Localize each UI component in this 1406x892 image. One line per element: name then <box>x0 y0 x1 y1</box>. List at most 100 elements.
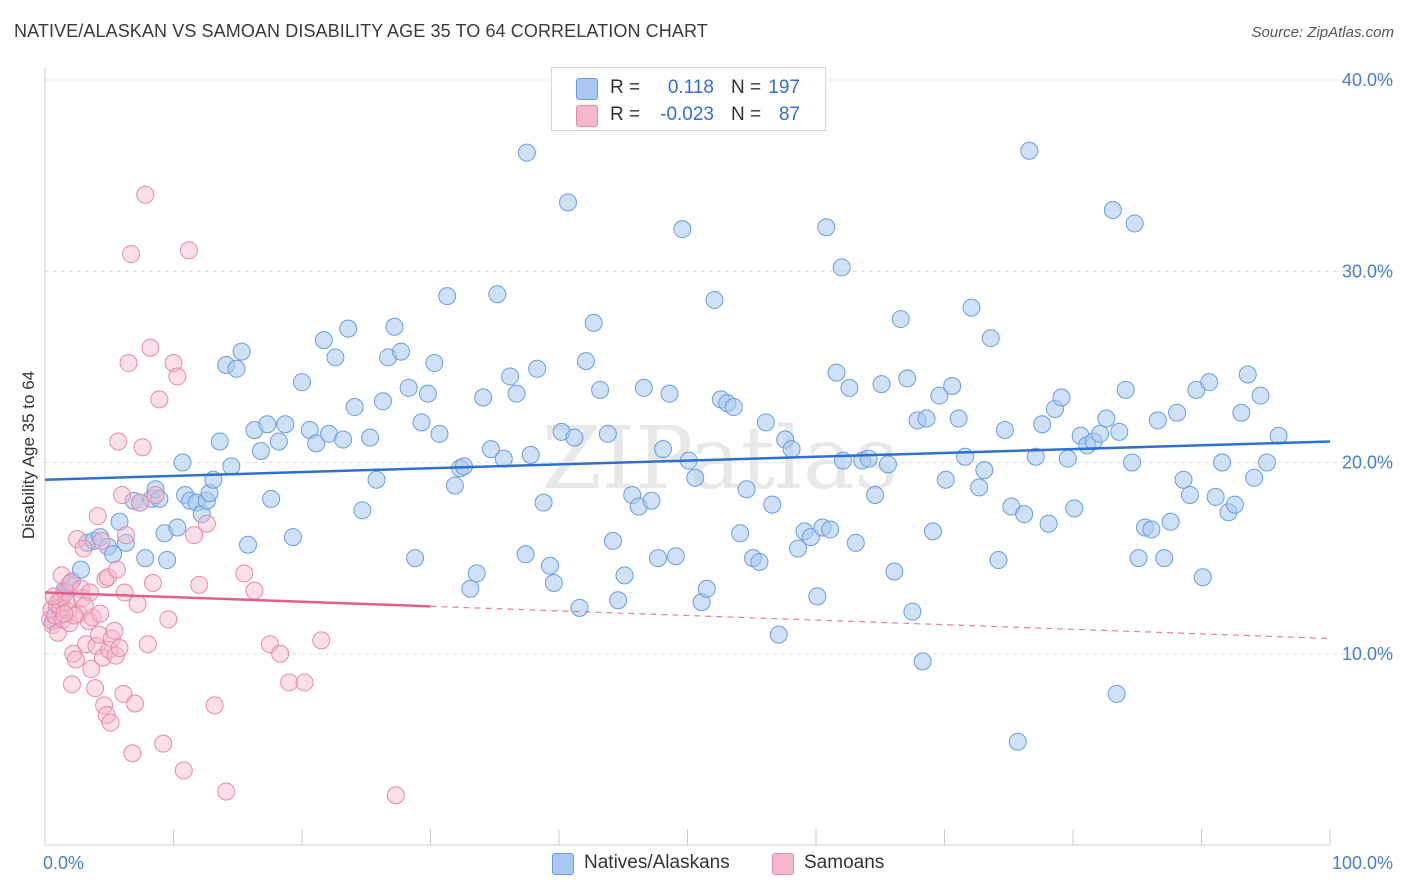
data-point-samoans <box>80 583 99 602</box>
data-point-samoans <box>164 354 183 373</box>
data-point-samoans <box>386 786 405 805</box>
data-point-natives <box>481 440 500 459</box>
data-point-natives <box>1097 409 1116 428</box>
data-point-natives <box>222 457 241 476</box>
data-point-natives <box>445 476 464 495</box>
data-point-natives <box>878 455 897 474</box>
y-tick-label: 40.0% <box>1342 70 1393 90</box>
data-point-natives <box>827 363 846 382</box>
data-point-samoans <box>92 531 111 550</box>
data-point-natives <box>1200 373 1219 392</box>
data-point-natives <box>724 398 743 417</box>
legend-n-label: N = <box>731 77 762 98</box>
data-point-natives <box>648 549 667 568</box>
y-tick-label: 10.0% <box>1342 644 1393 664</box>
data-point-natives <box>1039 514 1058 533</box>
data-point-samoans <box>82 660 101 679</box>
series-natives-alaskans <box>43 141 1288 751</box>
data-point-samoans <box>98 568 117 587</box>
data-point-natives <box>116 533 135 552</box>
data-point-natives <box>981 329 1000 348</box>
data-point-natives <box>1123 453 1142 472</box>
data-point-natives <box>697 579 716 598</box>
data-point-samoans <box>96 570 115 589</box>
data-point-natives <box>474 388 493 407</box>
legend-r-value: 0.118 <box>667 77 714 98</box>
data-point-natives <box>642 491 661 510</box>
data-point-samoans <box>295 673 314 692</box>
data-point-samoans <box>55 604 74 623</box>
legend-n-label: N = <box>731 104 762 125</box>
y-axis-label: Disability Age 35 to 64 <box>19 371 38 539</box>
legend-label-natives: Natives/Alaskans <box>584 852 730 873</box>
data-point-natives <box>1206 487 1225 506</box>
data-point-samoans <box>197 514 216 533</box>
data-point-natives <box>418 384 437 403</box>
data-point-natives <box>373 392 392 411</box>
blue-swatch-icon <box>552 853 574 875</box>
data-point-natives <box>258 415 277 434</box>
data-point-natives <box>609 591 628 610</box>
data-point-natives <box>1193 568 1212 587</box>
series-samoans <box>41 185 405 805</box>
data-point-natives <box>494 449 513 468</box>
data-point-natives <box>903 602 922 621</box>
data-point-natives <box>750 552 769 571</box>
data-point-natives <box>654 440 673 459</box>
data-point-natives <box>314 331 333 350</box>
data-point-natives <box>501 367 520 386</box>
data-point-natives <box>399 378 418 397</box>
data-point-natives <box>276 415 295 434</box>
data-point-natives <box>598 424 617 443</box>
legend-label-samoans: Samoans <box>804 852 885 873</box>
data-point-natives <box>1107 684 1126 703</box>
data-point-samoans <box>44 587 63 606</box>
data-point-samoans <box>114 684 133 703</box>
data-point-natives <box>430 424 449 443</box>
data-point-natives <box>307 434 326 453</box>
data-point-samoans <box>168 367 187 386</box>
data-point-natives <box>71 560 90 579</box>
data-point-natives <box>866 486 885 505</box>
data-point-natives <box>1174 470 1193 489</box>
data-point-natives <box>832 258 851 277</box>
data-point-samoans <box>131 493 150 512</box>
data-point-natives <box>1180 486 1199 505</box>
data-point-natives <box>936 470 955 489</box>
data-point-natives <box>251 442 270 461</box>
data-point-natives <box>1161 512 1180 531</box>
legend-row-blue: R = 0.118 N = 197 <box>552 75 825 101</box>
data-point-natives <box>425 354 444 373</box>
data-point-natives <box>634 378 653 397</box>
data-point-natives <box>339 319 358 338</box>
data-point-natives <box>1142 520 1161 539</box>
data-point-samoans <box>61 573 80 592</box>
data-point-samoans <box>105 621 124 640</box>
data-point-samoans <box>115 583 134 602</box>
data-point-natives <box>412 413 431 432</box>
data-point-samoans <box>123 744 142 763</box>
data-point-natives <box>1225 495 1244 514</box>
data-point-natives <box>104 545 123 564</box>
y-tick-label: 30.0% <box>1342 261 1393 281</box>
data-point-natives <box>989 551 1008 570</box>
data-point-samoans <box>235 564 254 583</box>
data-point-natives <box>737 480 756 499</box>
data-point-natives <box>385 317 404 336</box>
pink-swatch-icon <box>576 105 598 127</box>
data-point-natives <box>1110 422 1129 441</box>
data-point-natives <box>1065 499 1084 518</box>
data-point-natives <box>782 440 801 459</box>
data-point-samoans <box>74 539 93 558</box>
data-point-natives <box>168 518 187 537</box>
data-point-natives <box>1015 505 1034 524</box>
data-point-natives <box>326 348 345 367</box>
data-point-natives <box>528 359 547 378</box>
data-point-samoans <box>101 713 120 732</box>
data-point-natives <box>956 447 975 466</box>
data-point-natives <box>406 549 425 568</box>
data-point-samoans <box>280 673 299 692</box>
data-point-natives <box>239 535 258 554</box>
data-point-samoans <box>88 507 107 526</box>
data-point-natives <box>949 409 968 428</box>
